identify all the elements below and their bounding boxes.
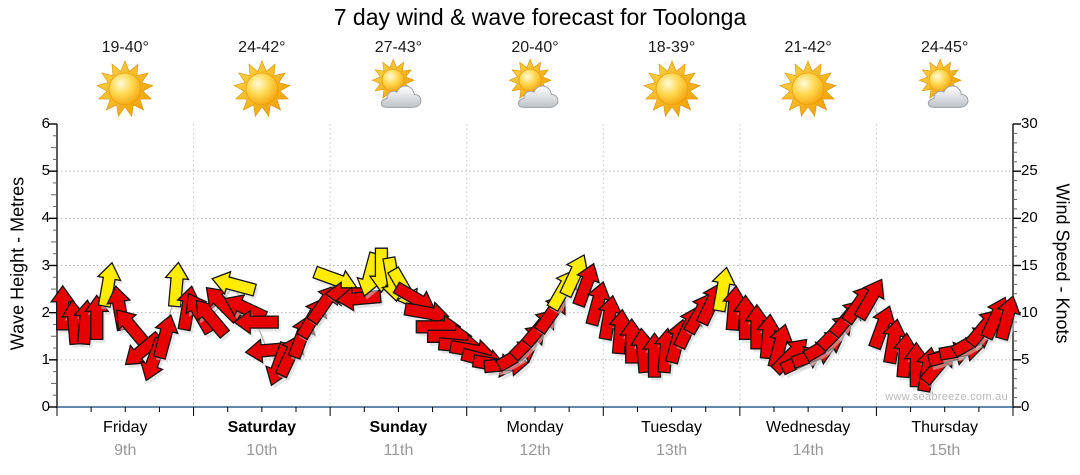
day-weather-icon bbox=[94, 57, 156, 119]
partly-cloudy-icon bbox=[508, 58, 559, 108]
wind-axis-tick-label: 30 bbox=[1021, 115, 1038, 132]
cloud bbox=[381, 85, 422, 108]
day-name-label: Wednesday bbox=[766, 419, 851, 436]
wave-axis-tick-label: 0 bbox=[41, 398, 50, 415]
wind-arrow bbox=[152, 313, 179, 360]
wave-axis-tick-label: 5 bbox=[41, 162, 50, 180]
day-weather-icon bbox=[641, 57, 703, 119]
day-temp-range: 18-39° bbox=[647, 39, 696, 56]
day-name-label: Sunday bbox=[369, 419, 428, 436]
wind-axis-tick-label: 15 bbox=[1021, 256, 1038, 274]
sunny-icon bbox=[642, 60, 701, 118]
sun-disc bbox=[655, 72, 688, 106]
sun-disc bbox=[108, 72, 142, 106]
wave-axis-tick-label: 4 bbox=[41, 209, 50, 227]
sunny-icon bbox=[779, 60, 837, 118]
day-weather-icon bbox=[504, 57, 566, 119]
day-name-label: Friday bbox=[103, 419, 148, 436]
wind-axis-tick-label: 10 bbox=[1021, 303, 1038, 321]
watermark: www.seabreeze.com.au bbox=[885, 391, 1008, 403]
day-weather-icon bbox=[367, 57, 429, 119]
day-date-label: 13th bbox=[655, 442, 688, 459]
sun-disc bbox=[245, 72, 279, 106]
wave-axis-tick-label: 3 bbox=[41, 256, 50, 274]
sunny-icon bbox=[96, 60, 154, 118]
wind-axis-tick-label: 25 bbox=[1021, 162, 1038, 180]
sunny-icon bbox=[233, 60, 291, 118]
day-date-label: 14th bbox=[792, 442, 824, 459]
wave-axis-tick-label: 1 bbox=[41, 350, 50, 368]
day-temp-range: 19-40° bbox=[101, 39, 149, 56]
wind-arrow bbox=[233, 309, 279, 335]
day-name-label: Thursday bbox=[911, 419, 979, 436]
wind-axis-tick-label: 5 bbox=[1021, 350, 1030, 368]
sun-disc bbox=[791, 72, 825, 106]
chart-title: 7 day wind & wave forecast for Toolonga bbox=[333, 4, 747, 30]
wind-arrow bbox=[853, 278, 885, 322]
cloud bbox=[517, 85, 559, 108]
day-temp-range: 24-42° bbox=[238, 39, 286, 56]
wind-arrow bbox=[572, 262, 601, 308]
day-name-label: Monday bbox=[506, 419, 564, 436]
day-temp-range: 27-43° bbox=[374, 39, 423, 56]
day-weather-icon bbox=[231, 57, 293, 119]
wind-arrow bbox=[995, 295, 1022, 341]
cloud bbox=[927, 85, 969, 108]
day-date-label: 9th bbox=[114, 442, 137, 459]
day-name-label: Saturday bbox=[227, 419, 297, 436]
wind-arrow bbox=[164, 261, 190, 308]
wave-axis-tick-label: 6 bbox=[41, 115, 50, 132]
partly-cloudy-icon bbox=[371, 58, 422, 108]
day-date-label: 15th bbox=[929, 442, 961, 459]
partly-cloudy-icon bbox=[918, 58, 969, 108]
wind-axis-tick-label: 0 bbox=[1021, 398, 1030, 415]
day-date-label: 11th bbox=[383, 442, 414, 459]
day-temp-range: 20-40° bbox=[511, 39, 559, 56]
day-weather-icon bbox=[914, 57, 976, 119]
day-temp-range: 24-45° bbox=[921, 39, 969, 56]
wind-arrow bbox=[211, 270, 257, 297]
day-date-label: 12th bbox=[519, 442, 551, 459]
wind-arrow bbox=[711, 266, 737, 313]
wave-axis-tick-label: 2 bbox=[41, 303, 50, 321]
wind-axis-tick-label: 20 bbox=[1021, 209, 1038, 227]
day-date-label: 10th bbox=[246, 442, 278, 459]
day-temp-range: 21-42° bbox=[784, 39, 832, 56]
day-name-label: Tuesday bbox=[641, 419, 702, 436]
wind-arrow bbox=[96, 261, 122, 308]
day-weather-icon bbox=[777, 57, 839, 119]
